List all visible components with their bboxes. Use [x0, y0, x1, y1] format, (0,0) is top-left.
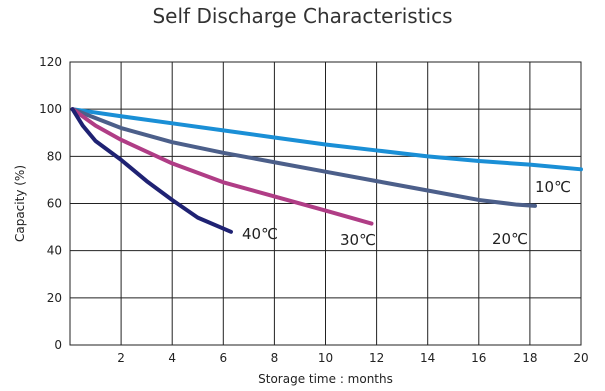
x-tick-label: 18 — [522, 351, 537, 365]
chart-title: Self Discharge Characteristics — [152, 4, 453, 28]
series-line-0 — [70, 107, 583, 172]
series-line-1 — [70, 107, 538, 208]
y-tick-label: 0 — [54, 338, 62, 352]
series-label: 20℃ — [492, 230, 528, 248]
x-tick-label: 14 — [420, 351, 435, 365]
x-tick-label: 2 — [117, 351, 125, 365]
plot-frame — [69, 61, 582, 346]
x-tick-label: 8 — [271, 351, 279, 365]
series-line-3 — [70, 107, 233, 234]
y-tick-label: 20 — [47, 291, 62, 305]
x-tick-label: 12 — [369, 351, 384, 365]
tick-labels: 2 4 6 8 10 12 14 16 18 20 0 20 40 60 80 100 120 — [39, 55, 589, 365]
x-tick-label: 4 — [168, 351, 176, 365]
series-label: 10℃ — [535, 178, 571, 196]
series-labels: 10℃ 20℃ 30℃ 40℃ — [242, 178, 571, 249]
series-label: 30℃ — [340, 231, 376, 249]
series-line-2 — [70, 107, 374, 226]
x-tick-label: 16 — [471, 351, 486, 365]
y-tick-label: 60 — [47, 197, 62, 211]
series-label: 40℃ — [242, 225, 278, 243]
x-axis-label: Storage time : months — [258, 372, 393, 386]
x-tick-label: 6 — [219, 351, 227, 365]
x-tick-label: 10 — [318, 351, 333, 365]
x-tick-label: 20 — [573, 351, 588, 365]
series-lines — [70, 107, 583, 234]
y-tick-label: 40 — [47, 244, 62, 258]
y-tick-label: 80 — [47, 149, 62, 163]
y-tick-label: 120 — [39, 55, 62, 69]
y-tick-label: 100 — [39, 102, 62, 116]
y-axis-label: Capacity (%) — [13, 165, 27, 242]
